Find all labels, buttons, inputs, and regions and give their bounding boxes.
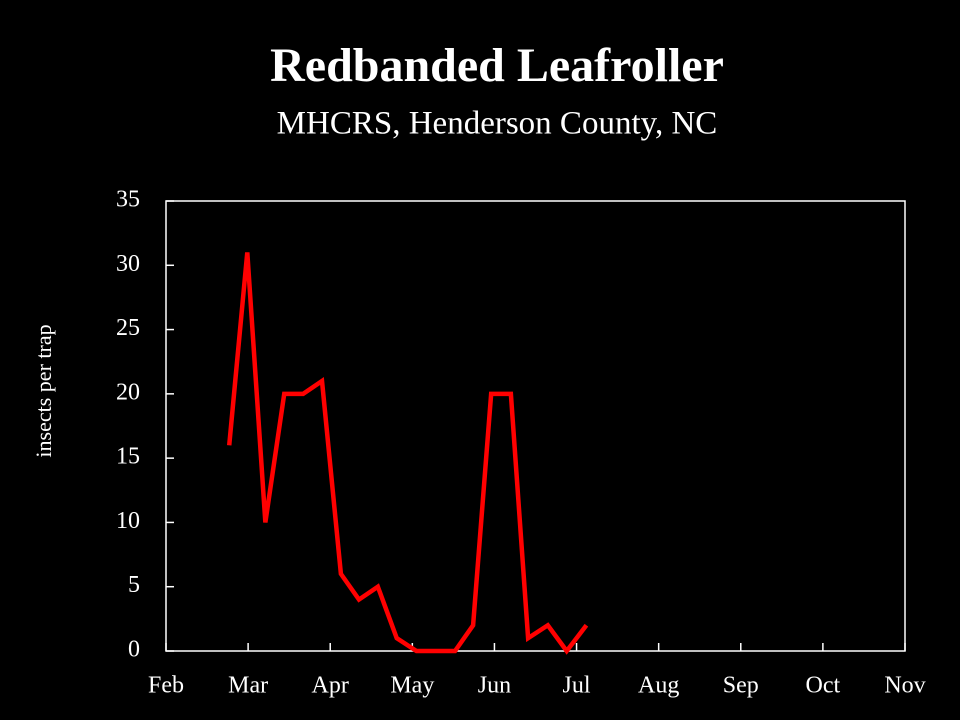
y-tick-label: 0 bbox=[128, 637, 140, 663]
y-tick-label: 5 bbox=[128, 572, 140, 598]
y-tick-label: 30 bbox=[116, 251, 140, 277]
chart-subtitle: MHCRS, Henderson County, NC bbox=[277, 106, 718, 142]
x-tick-label: Apr bbox=[312, 673, 349, 699]
y-tick-label: 20 bbox=[116, 379, 140, 405]
x-tick-label: Nov bbox=[884, 673, 925, 699]
x-tick-label: Jul bbox=[563, 673, 591, 699]
data-line bbox=[226, 252, 589, 655]
y-tick-label: 10 bbox=[116, 508, 140, 534]
x-tick-label: Mar bbox=[228, 673, 268, 699]
chart-title: Redbanded Leafroller bbox=[270, 39, 724, 92]
y-tick-label: 25 bbox=[116, 315, 140, 341]
y-axis-label: insects per trap bbox=[31, 324, 56, 457]
x-tick-label: Aug bbox=[638, 673, 679, 699]
x-tick-label: May bbox=[390, 673, 434, 699]
y-tick-label: 35 bbox=[116, 187, 140, 213]
plot-frame bbox=[165, 200, 906, 652]
x-tick-label: Jun bbox=[478, 673, 511, 699]
x-tick-label: Feb bbox=[148, 673, 184, 699]
x-tick-label: Sep bbox=[723, 673, 759, 699]
x-tick-label: Oct bbox=[806, 673, 841, 699]
y-tick-label: 15 bbox=[116, 444, 140, 470]
